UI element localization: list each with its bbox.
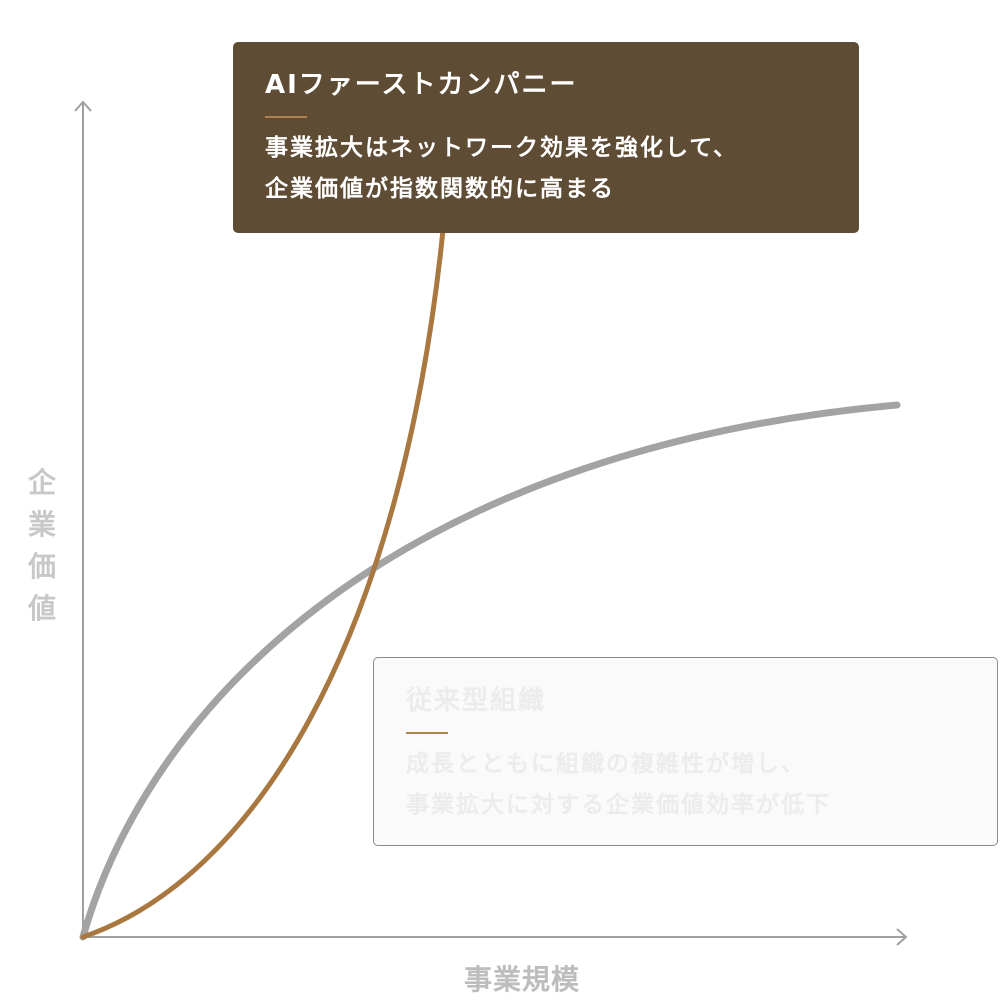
card-title: AIファーストカンパニー — [265, 70, 578, 100]
card-line: 事業拡大に対する企業価値効率が低下 — [406, 792, 831, 818]
traditional-curve — [79, 401, 901, 941]
ai-card: AIファーストカンパニー 事業拡大はネットワーク効果を強化して、 企業価値が指数… — [233, 42, 859, 233]
card-line: 成長とともに組織の複雑性が増し、 — [406, 751, 806, 777]
card-line: 事業拡大はネットワーク効果を強化して、 — [265, 135, 739, 161]
y-label: 企業価値 — [27, 466, 56, 625]
ai-curve — [80, 227, 446, 940]
card-line: 企業価値が指数関数的に高まる — [265, 176, 615, 202]
rule — [406, 732, 448, 734]
x-label: 事業規模 — [463, 963, 580, 996]
card-title: 従来型組織 — [406, 686, 547, 716]
x-arrow — [896, 928, 908, 946]
traditional-card: 従来型組織 成長とともに組織の複雑性が増し、 事業拡大に対する企業価値効率が低下 — [373, 657, 998, 846]
rule — [265, 116, 307, 118]
y-arrow — [74, 100, 92, 112]
